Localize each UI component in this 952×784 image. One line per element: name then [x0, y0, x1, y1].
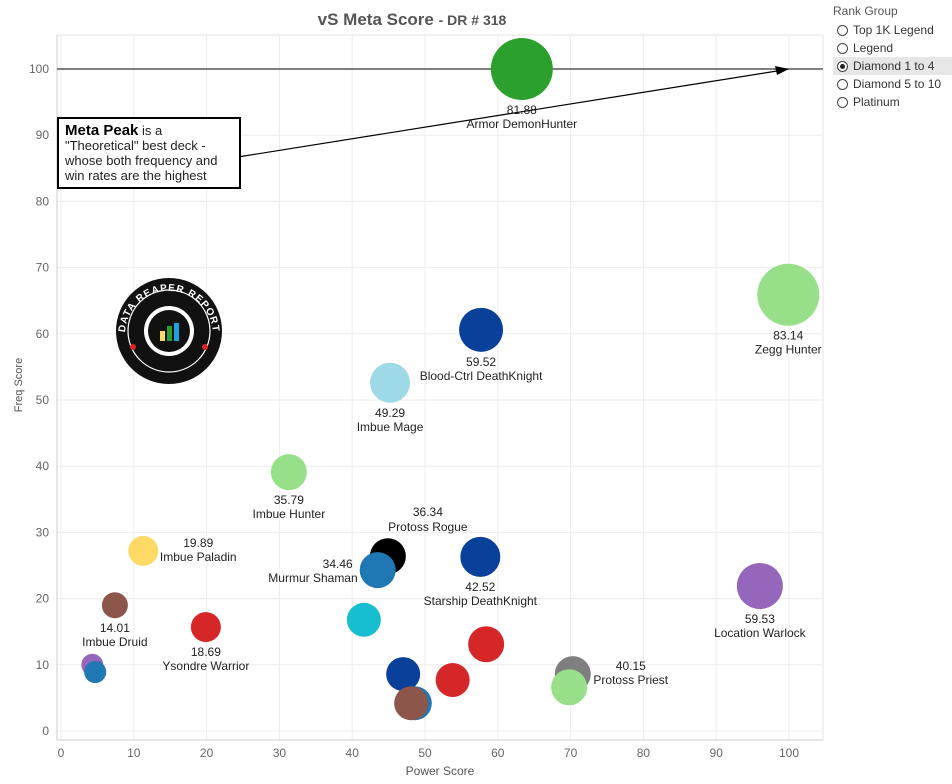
radio-checked-icon[interactable] — [837, 60, 848, 72]
y-tick-label: 100 — [29, 62, 49, 76]
point-value-label: 42.52 — [465, 580, 495, 594]
point-name-label: Imbue Mage — [357, 420, 424, 434]
y-tick-label: 50 — [36, 393, 50, 407]
bubble-imbue-hunter[interactable] — [270, 454, 307, 491]
point-name-label: Armor DemonHunter — [466, 117, 577, 131]
x-tick-label: 0 — [58, 746, 65, 760]
y-tick-label: 80 — [36, 194, 50, 208]
radio-unchecked-icon[interactable] — [837, 24, 848, 36]
bubble-unlabeled-17[interactable] — [386, 657, 421, 692]
x-tick-label: 10 — [127, 746, 141, 760]
x-tick-label: 50 — [418, 746, 432, 760]
annotation-bold: Meta Peak — [65, 122, 139, 139]
bubble-imbue-druid[interactable] — [101, 592, 128, 619]
point-value-label: 40.15 — [616, 659, 646, 673]
annotation-text: is a "Theoretical" best deck - whose bot… — [65, 123, 218, 183]
point-name-label: Imbue Druid — [82, 635, 147, 649]
x-tick-label: 60 — [491, 746, 505, 760]
x-tick-label: 90 — [710, 746, 724, 760]
point-value-label: 19.89 — [183, 536, 213, 550]
chart-title-main: vS Meta Score — [318, 10, 434, 29]
bubble-murmur-shaman[interactable] — [359, 552, 396, 589]
point-value-label: 83.14 — [773, 329, 803, 343]
x-tick-label: 70 — [564, 746, 578, 760]
radio-unchecked-icon[interactable] — [837, 42, 848, 54]
y-tick-label: 20 — [36, 592, 50, 606]
point-name-label: Zegg Hunter — [755, 343, 822, 357]
rank-group-filter: Rank Group Top 1K Legend Legend Diamond 1 … — [833, 4, 952, 111]
point-value-label: 59.53 — [745, 612, 775, 626]
rank-option-label: Legend — [853, 41, 894, 55]
rank-option-diamond-5-to-10[interactable]: Diamond 5 to 10 — [833, 75, 952, 93]
y-tick-label: 0 — [42, 724, 49, 738]
point-value-label: 34.46 — [323, 557, 353, 571]
point-value-label: 18.69 — [191, 645, 221, 659]
arrow-line — [237, 70, 778, 158]
bubble-starship-deathknight[interactable] — [460, 536, 501, 577]
point-name-label: Ysondre Warrior — [162, 659, 249, 673]
y-tick-label: 90 — [36, 128, 50, 142]
radio-unchecked-icon[interactable] — [837, 78, 848, 90]
point-value-label: 14.01 — [100, 621, 130, 635]
point-name-label: Imbue Hunter — [253, 507, 326, 521]
y-tick-label: 30 — [36, 525, 50, 539]
point-name-label: Blood-Ctrl DeathKnight — [420, 369, 543, 383]
x-tick-label: 100 — [779, 746, 799, 760]
point-name-label: Protoss Rogue — [388, 520, 468, 534]
bubble-unlabeled-15[interactable] — [468, 626, 505, 663]
bubble-zegg-hunter[interactable] — [757, 263, 820, 326]
point-value-label: 49.29 — [375, 406, 405, 420]
data-reaper-logo: DATA REAPER REPORT — [116, 278, 222, 384]
y-tick-label: 70 — [36, 261, 50, 275]
bubble-armor-demonhunter[interactable] — [490, 38, 553, 100]
point-value-label: 35.79 — [274, 493, 304, 507]
chart-title: vS Meta Score - DR # 318 — [318, 10, 507, 29]
point-value-label: 59.52 — [466, 355, 496, 369]
y-axis-label: Freq Score — [13, 358, 25, 412]
point-name-label: Location Warlock — [714, 626, 807, 640]
bubble-unlabeled-16[interactable] — [435, 663, 470, 698]
bubble-imbue-mage[interactable] — [370, 362, 411, 403]
bubble-unlabeled-14[interactable] — [346, 602, 381, 637]
rank-option-label: Diamond 1 to 4 — [853, 59, 935, 73]
y-tick-label: 60 — [36, 327, 50, 341]
rank-option-platinum[interactable]: Platinum — [833, 93, 952, 111]
point-name-label: Murmur Shaman — [268, 571, 357, 585]
rank-option-legend[interactable]: Legend — [833, 39, 952, 57]
chart-subtitle: - DR # 318 — [439, 12, 507, 28]
arrow-head-icon — [775, 66, 789, 75]
rank-option-top-1k-legend[interactable]: Top 1K Legend — [833, 21, 952, 39]
points — [81, 38, 820, 721]
radio-unchecked-icon[interactable] — [837, 96, 848, 108]
x-tick-label: 30 — [273, 746, 287, 760]
axes: 0 10 20 30 40 50 60 70 80 90 100 0 10 20 30 40 50 60 70 80 9… — [29, 35, 823, 760]
x-tick-label: 40 — [346, 746, 360, 760]
bubble-unlabeled-21[interactable] — [84, 661, 107, 684]
rank-option-label: Top 1K Legend — [853, 23, 934, 37]
point-name-label: Starship DeathKnight — [424, 594, 538, 608]
rank-option-label: Diamond 5 to 10 — [853, 77, 942, 91]
x-tick-label: 80 — [637, 746, 651, 760]
y-tick-label: 10 — [36, 658, 50, 672]
point-name-label: Imbue Paladin — [160, 550, 237, 564]
bubble-ysondre-warrior[interactable] — [190, 612, 221, 643]
annotation-arrow — [237, 66, 789, 158]
point-value-label: 36.34 — [413, 505, 443, 519]
y-tick-label: 40 — [36, 459, 50, 473]
rank-option-label: Platinum — [853, 95, 900, 109]
meta-peak-annotation: Meta Peak is a "Theoretical" best deck -… — [57, 117, 241, 189]
bubble-unlabeled-19[interactable] — [394, 686, 429, 721]
bubble-location-warlock[interactable] — [736, 563, 783, 610]
rank-option-diamond-1-to-4[interactable]: Diamond 1 to 4 — [833, 57, 952, 75]
bubble-imbue-paladin[interactable] — [128, 535, 159, 566]
bubble-blood-ctrl-deathknight[interactable] — [459, 307, 504, 352]
x-tick-label: 20 — [200, 746, 214, 760]
bubble-unlabeled-13[interactable] — [551, 669, 588, 706]
point-name-label: Protoss Priest — [593, 673, 668, 687]
legend-title: Rank Group — [833, 4, 898, 18]
x-axis-label: Power Score — [406, 764, 475, 778]
